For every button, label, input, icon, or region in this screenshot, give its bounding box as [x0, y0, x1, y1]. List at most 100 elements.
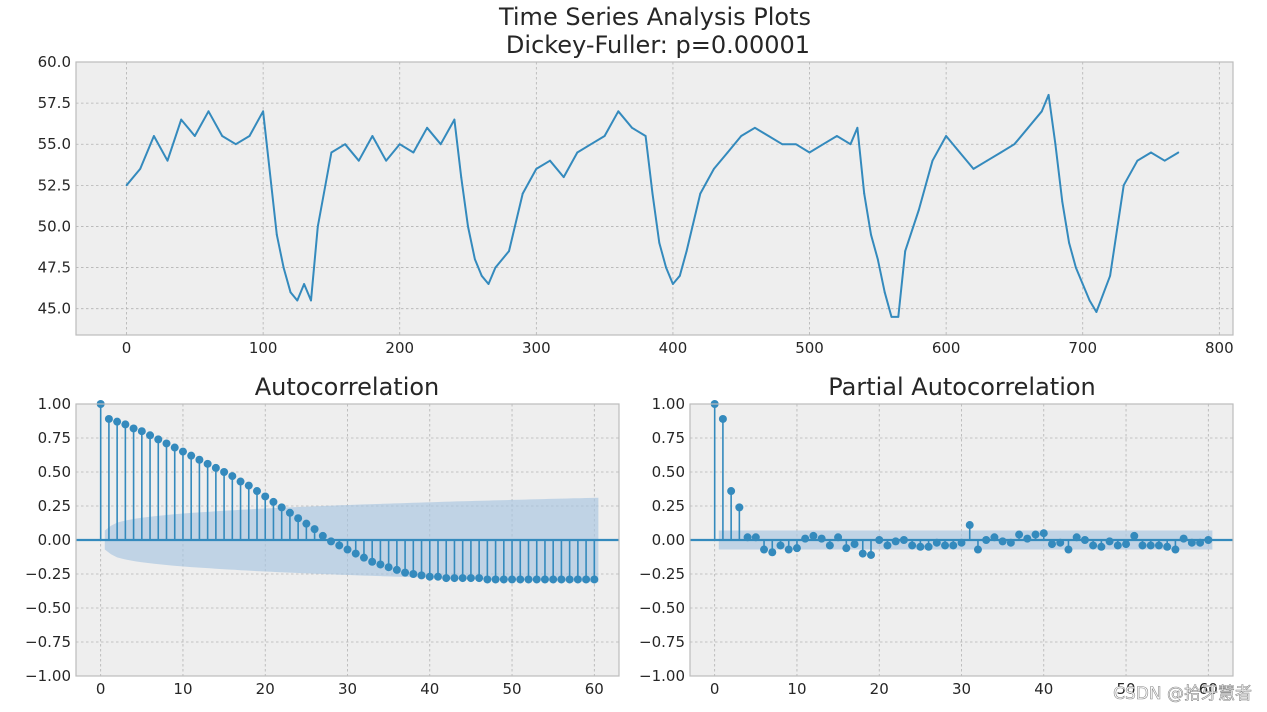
watermark: CSDN @拾牙慧者 [1113, 684, 1252, 704]
acf-marker [302, 519, 311, 528]
acf-marker [549, 575, 558, 584]
pacf-marker [825, 541, 834, 550]
ts-data-point [480, 274, 483, 277]
acf-ytick-label: 0.50 [38, 463, 71, 481]
ts-data-point [221, 135, 224, 137]
ts-data-point [1122, 184, 1125, 187]
ts-data-point [1088, 299, 1091, 302]
pacf-marker [809, 531, 818, 540]
pacf-marker [768, 548, 777, 557]
acf-xtick-label: 10 [173, 680, 192, 698]
acf-ytick-label: −0.25 [25, 565, 71, 583]
ts-data-point [275, 233, 278, 236]
pacf-marker [1146, 541, 1155, 550]
ts-data-point [494, 266, 497, 269]
acf-marker [442, 574, 451, 583]
ts-data-point [473, 258, 476, 261]
acf-marker [277, 503, 286, 512]
pacf-marker [850, 540, 859, 549]
acf-marker [466, 574, 475, 583]
acf-ytick-label: 0.00 [38, 531, 71, 549]
pacf-xtick-label: 60 [1199, 680, 1218, 698]
acf-marker [129, 424, 138, 433]
suptitle-line-1: Time Series Analysis Plots [498, 3, 811, 31]
ts-data-point [508, 250, 510, 253]
acf-marker [228, 472, 237, 481]
pacf-marker [908, 541, 917, 550]
pacf-marker [751, 533, 760, 542]
acf-marker [582, 575, 591, 584]
ts-data-point [890, 316, 893, 318]
acf-ytick-label: −1.00 [25, 667, 71, 685]
pacf-marker [1138, 541, 1147, 550]
pacf-marker [1015, 530, 1024, 539]
ts-data-point [972, 167, 975, 170]
ts-data-point [1061, 200, 1064, 203]
ts-data-point [835, 135, 838, 137]
pacf-marker [1097, 542, 1106, 551]
pacf-marker [1006, 538, 1015, 547]
pacf-marker [1080, 536, 1089, 544]
acf-marker [376, 560, 385, 569]
acf-marker [475, 574, 484, 583]
acf-xtick-label: 60 [585, 680, 604, 698]
ts-data-point [883, 291, 886, 294]
acf-marker [294, 514, 303, 523]
acf-marker [499, 575, 508, 584]
ts-ytick-label: 45.0 [38, 300, 71, 318]
ts-xtick-label: 700 [1068, 339, 1097, 357]
acf-marker [269, 497, 278, 506]
ts-data-point [1075, 266, 1077, 269]
partial-autocorrelation-axes: 0 10 20 30 40 50 60 −1.00 −0.75 −0.50 −0.25 0.00 0.2… [639, 395, 1234, 698]
acf-xtick-label: 20 [256, 680, 275, 698]
ts-data-point [426, 126, 428, 129]
acf-marker [253, 487, 261, 496]
pacf-marker [891, 537, 900, 546]
time-series-axes: 0 100 200 300 400 500 600 700 800 45.0 47.5 50.0 52.… [38, 53, 1234, 357]
acf-marker [491, 575, 500, 584]
pacf-marker [1056, 538, 1065, 547]
ts-data-point [296, 299, 299, 302]
ts-data-point [234, 143, 237, 146]
acf-marker [211, 463, 220, 472]
ts-data-point [398, 143, 401, 146]
ts-data-point [1150, 151, 1152, 154]
acf-marker [565, 575, 574, 584]
acf-marker [532, 575, 541, 584]
ts-xtick-label: 300 [522, 339, 551, 357]
acf-stems [96, 400, 599, 584]
ts-data-point [808, 151, 811, 154]
pacf-marker [735, 503, 744, 512]
ts-data-point [665, 266, 668, 269]
ts-data-point [863, 192, 866, 195]
pacf-marker [1204, 536, 1213, 544]
pacf-ytick-label: −0.25 [639, 565, 685, 583]
ts-data-point [1163, 159, 1166, 162]
acf-marker [524, 575, 533, 584]
ts-data-point [931, 159, 934, 162]
acf-marker [137, 427, 146, 436]
pacf-title: Partial Autocorrelation [828, 373, 1096, 401]
pacf-xtick-label: 10 [787, 680, 806, 698]
ts-ytick-label: 47.5 [38, 259, 71, 277]
acf-xtick-label: 0 [96, 680, 106, 698]
acf-xtick-label: 50 [502, 680, 521, 698]
ts-data-point [344, 143, 347, 146]
ts-data-point [1177, 151, 1180, 154]
ts-data-point [917, 209, 920, 211]
ts-data-point [794, 143, 797, 146]
ts-data-point [1013, 143, 1016, 146]
ts-xtick-label: 0 [122, 339, 132, 357]
acf-marker [285, 508, 294, 517]
acf-marker [220, 468, 229, 476]
pacf-marker [1023, 534, 1032, 543]
ts-data-point [856, 126, 859, 129]
acf-marker [483, 575, 492, 584]
pacf-ytick-label: 1.00 [652, 395, 685, 413]
ts-data-point [139, 167, 142, 170]
pacf-marker [1072, 533, 1081, 542]
ts-frame [75, 61, 1234, 336]
ts-data-point [726, 151, 729, 154]
pacf-marker [965, 521, 974, 530]
ts-data-point [699, 192, 702, 195]
